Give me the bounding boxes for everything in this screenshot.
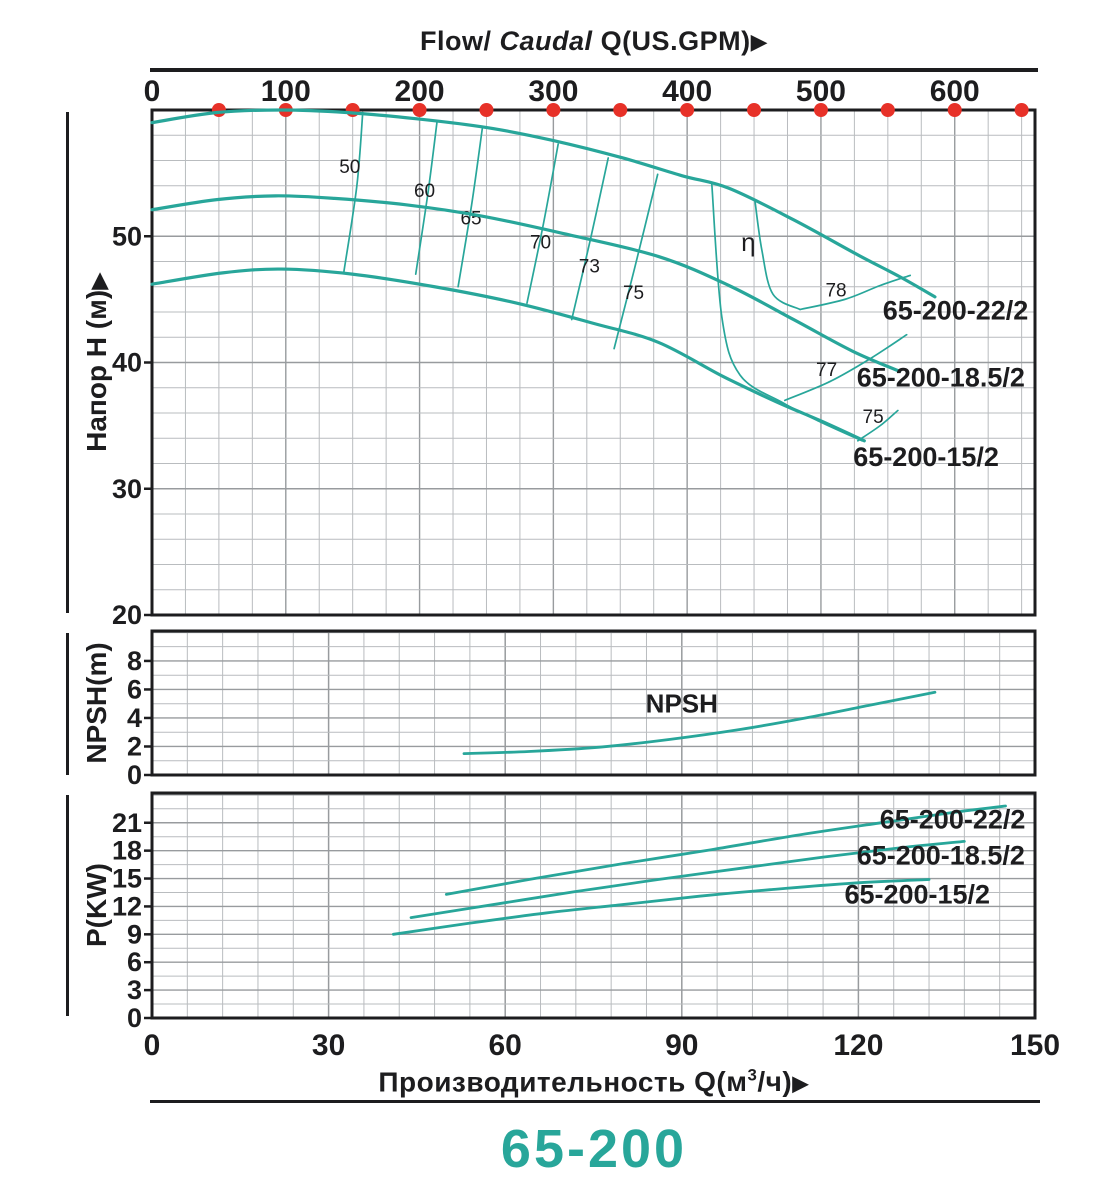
- npsh-axis-bar: [66, 633, 69, 775]
- power-curve-label-65-200-18.5/2: 65-200-18.5/2: [857, 841, 1025, 871]
- gpm-tick-0: 0: [144, 75, 161, 108]
- bottom-axis-label: Производительность: [378, 1066, 686, 1098]
- efficiency-line-65: [457, 128, 484, 288]
- flow-label: Flow/: [420, 26, 492, 56]
- efficiency-line-78: [799, 274, 912, 311]
- efficiency-label-77: 77: [816, 360, 837, 381]
- gpm-tick-400: 400: [662, 75, 712, 108]
- gpm-dot: [1014, 103, 1029, 117]
- power-curve-label-65-200-22/2: 65-200-22/2: [880, 804, 1026, 834]
- gpm-dot: [546, 103, 561, 117]
- m3h-tick-60: 60: [489, 1029, 522, 1062]
- power-chart-ytick-0: 0: [127, 1003, 142, 1033]
- power-chart-ytick-9: 9: [127, 919, 142, 949]
- efficiency-label-75: 75: [863, 407, 884, 428]
- flow-label-caudal: Caudal: [499, 26, 593, 56]
- efficiency-label-73: 73: [579, 257, 600, 278]
- efficiency-line-75: [856, 409, 899, 442]
- gpm-dot: [613, 103, 628, 117]
- m3h-tick-150: 150: [1010, 1029, 1060, 1062]
- power-chart-ytick-12: 12: [112, 891, 142, 921]
- efficiency-line-η: [753, 198, 801, 311]
- up-arrow-icon: ▶: [85, 272, 111, 290]
- right-arrow-icon: ▶: [792, 1070, 810, 1096]
- npsh-chart-ytick-6: 6: [127, 674, 142, 704]
- power-chart-ytick-15: 15: [112, 864, 142, 894]
- gpm-dot: [747, 103, 762, 117]
- npsh-chart-ytick-8: 8: [127, 646, 142, 676]
- bottom-axis-title: Производительность Q(м3/ч)▶: [94, 1066, 1094, 1098]
- power-chart-ytick-18: 18: [112, 836, 142, 866]
- right-arrow-icon: ▶: [750, 29, 768, 54]
- gpm-dot: [813, 103, 828, 117]
- power-axis-label: P(KW): [80, 695, 114, 1115]
- power-axis-bar: [66, 795, 69, 1016]
- npsh-chart-border: [150, 629, 1037, 777]
- head-chart-ytick-20: 20: [112, 600, 142, 630]
- efficiency-line-50: [343, 111, 364, 273]
- head-curve-label-65-200-15/2: 65-200-15/2: [853, 442, 999, 472]
- top-axis-underline: [150, 68, 1038, 72]
- efficiency-line-70: [526, 143, 560, 305]
- efficiency-label-60: 60: [414, 181, 435, 202]
- m3h-tick-30: 30: [312, 1029, 345, 1062]
- efficiency-line-outer: [710, 183, 863, 442]
- efficiency-line-77: [783, 333, 908, 402]
- power-curve-65-200-15/2: [391, 878, 931, 936]
- gpm-tick-500: 500: [796, 75, 846, 108]
- gpm-dot: [947, 103, 962, 117]
- m3h-tick-120: 120: [833, 1029, 883, 1062]
- head-curve-label-65-200-22/2: 65-200-22/2: [883, 296, 1029, 326]
- head-curve-65-200-18.5/2: [150, 194, 902, 373]
- efficiency-label-75: 75: [623, 283, 644, 304]
- m3h-tick-90: 90: [665, 1029, 698, 1062]
- npsh-curve-label: NPSH: [646, 688, 718, 718]
- head-axis-bar: [66, 112, 69, 613]
- power-chart-ytick-21: 21: [112, 808, 142, 838]
- bottom-axis-underline: [150, 1100, 1040, 1103]
- bottom-axis-unit: Q(м3/ч): [694, 1066, 793, 1098]
- gpm-dot: [880, 103, 895, 117]
- gpm-tick-100: 100: [261, 75, 311, 108]
- head-chart-ytick-50: 50: [112, 221, 142, 251]
- npsh-chart-ytick-4: 4: [127, 703, 142, 733]
- gpm-tick-200: 200: [395, 75, 445, 108]
- head-curve-65-200-22/2: [150, 108, 937, 299]
- gpm-tick-300: 300: [528, 75, 578, 108]
- power-curve-65-200-18.5/2: [409, 839, 966, 919]
- head-chart-ytick-40: 40: [112, 348, 142, 378]
- head-axis-label-text: Напор H (м): [81, 289, 112, 452]
- power-axis-label-text: P(KW): [81, 863, 112, 947]
- head-curve-label-65-200-18.5/2: 65-200-18.5/2: [857, 362, 1025, 392]
- efficiency-line-60: [414, 121, 438, 275]
- npsh-chart-ytick-2: 2: [127, 731, 142, 761]
- power-curve-65-200-22/2: [444, 804, 1007, 896]
- power-curve-label-65-200-15/2: 65-200-15/2: [844, 880, 990, 910]
- page-title: 65-200: [500, 1119, 688, 1179]
- head-curve-65-200-15/2: [150, 267, 866, 443]
- npsh-chart-ytick-0: 0: [127, 760, 142, 790]
- m3h-tick-0: 0: [144, 1029, 161, 1062]
- head-chart-ytick-30: 30: [112, 474, 142, 504]
- efficiency-label-78: 78: [825, 281, 846, 302]
- top-axis-title: Flow/ Caudal Q(US.GPM)▶: [94, 26, 1094, 57]
- power-chart-ytick-6: 6: [127, 947, 142, 977]
- gpm-dot: [680, 103, 695, 117]
- efficiency-label-70: 70: [530, 233, 551, 254]
- efficiency-label-50: 50: [339, 157, 360, 178]
- gpm-tick-600: 600: [930, 75, 980, 108]
- flow-unit: Q(US.GPM): [600, 26, 751, 56]
- efficiency-label-η: η: [741, 227, 755, 257]
- npsh-curve: [462, 690, 937, 756]
- gpm-dot: [211, 103, 226, 117]
- gpm-dot: [479, 103, 494, 117]
- power-chart-ytick-3: 3: [127, 975, 142, 1005]
- gpm-dot: [412, 103, 427, 117]
